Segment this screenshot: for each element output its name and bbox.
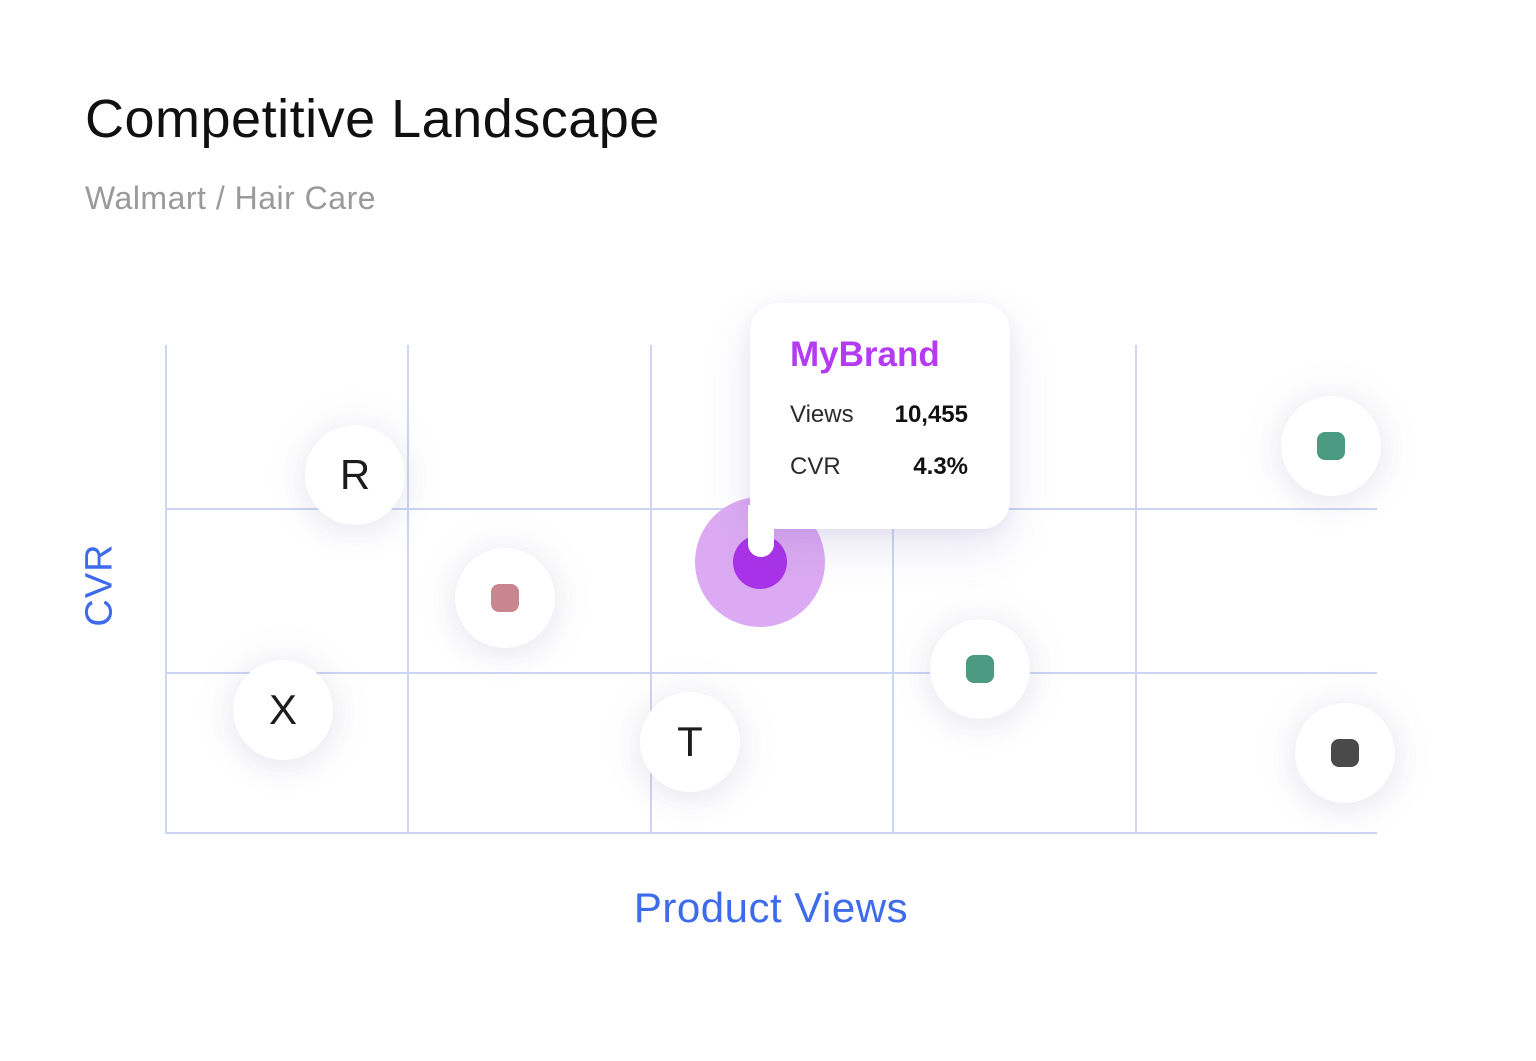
- vertical-gridline: [1135, 345, 1137, 834]
- marker-square: [491, 584, 519, 612]
- marker-square: [1317, 432, 1345, 460]
- data-point-brand-r[interactable]: R: [305, 425, 405, 525]
- tooltip-cvr-label: CVR: [790, 453, 841, 480]
- marker-circle: [930, 619, 1030, 719]
- vertical-gridline: [165, 345, 167, 834]
- tooltip-cvr-row: CVR 4.3%: [790, 453, 968, 481]
- marker-circle: [1295, 703, 1395, 803]
- data-point-brand-rose[interactable]: [455, 548, 555, 648]
- tooltip-views-row: Views 10,455: [790, 401, 968, 429]
- tooltip-brand-name: MyBrand: [790, 335, 940, 374]
- marker-letter: X: [268, 686, 297, 733]
- data-point-brand-dark[interactable]: [1295, 703, 1395, 803]
- marker-square: [1331, 739, 1359, 767]
- marker-circle: T: [640, 692, 740, 792]
- marker-square: [966, 655, 994, 683]
- x-axis-label: Product Views: [633, 884, 909, 931]
- page-title: Competitive Landscape: [85, 89, 660, 149]
- data-point-brand-x[interactable]: X: [233, 660, 333, 760]
- tooltip-cvr-value: 4.3%: [913, 453, 968, 480]
- data-point-brand-teal-2[interactable]: [930, 619, 1030, 719]
- data-point-brand-t[interactable]: T: [640, 692, 740, 792]
- marker-letter: T: [677, 718, 703, 765]
- marker-circle: X: [233, 660, 333, 760]
- vertical-gridline: [650, 345, 652, 834]
- plot-area: R X T: [165, 345, 1395, 834]
- page-subtitle: Walmart / Hair Care: [85, 180, 377, 216]
- data-point-brand-teal-1[interactable]: [1281, 396, 1381, 496]
- marker-letter: R: [339, 451, 371, 498]
- y-axis-label: CVR: [78, 543, 121, 627]
- horizontal-gridline: [165, 672, 1377, 674]
- tooltip-views-value: 10,455: [894, 401, 968, 428]
- vertical-gridline: [892, 345, 894, 834]
- vertical-gridline: [407, 345, 409, 834]
- tooltip-views-label: Views: [790, 401, 854, 428]
- horizontal-gridline: [165, 832, 1377, 834]
- marker-circle: [1281, 396, 1381, 496]
- tooltip-pointer: [748, 505, 774, 557]
- marker-circle: R: [305, 425, 405, 525]
- marker-circle: [455, 548, 555, 648]
- mybrand-tooltip: MyBrand Views 10,455 CVR 4.3%: [750, 303, 1010, 529]
